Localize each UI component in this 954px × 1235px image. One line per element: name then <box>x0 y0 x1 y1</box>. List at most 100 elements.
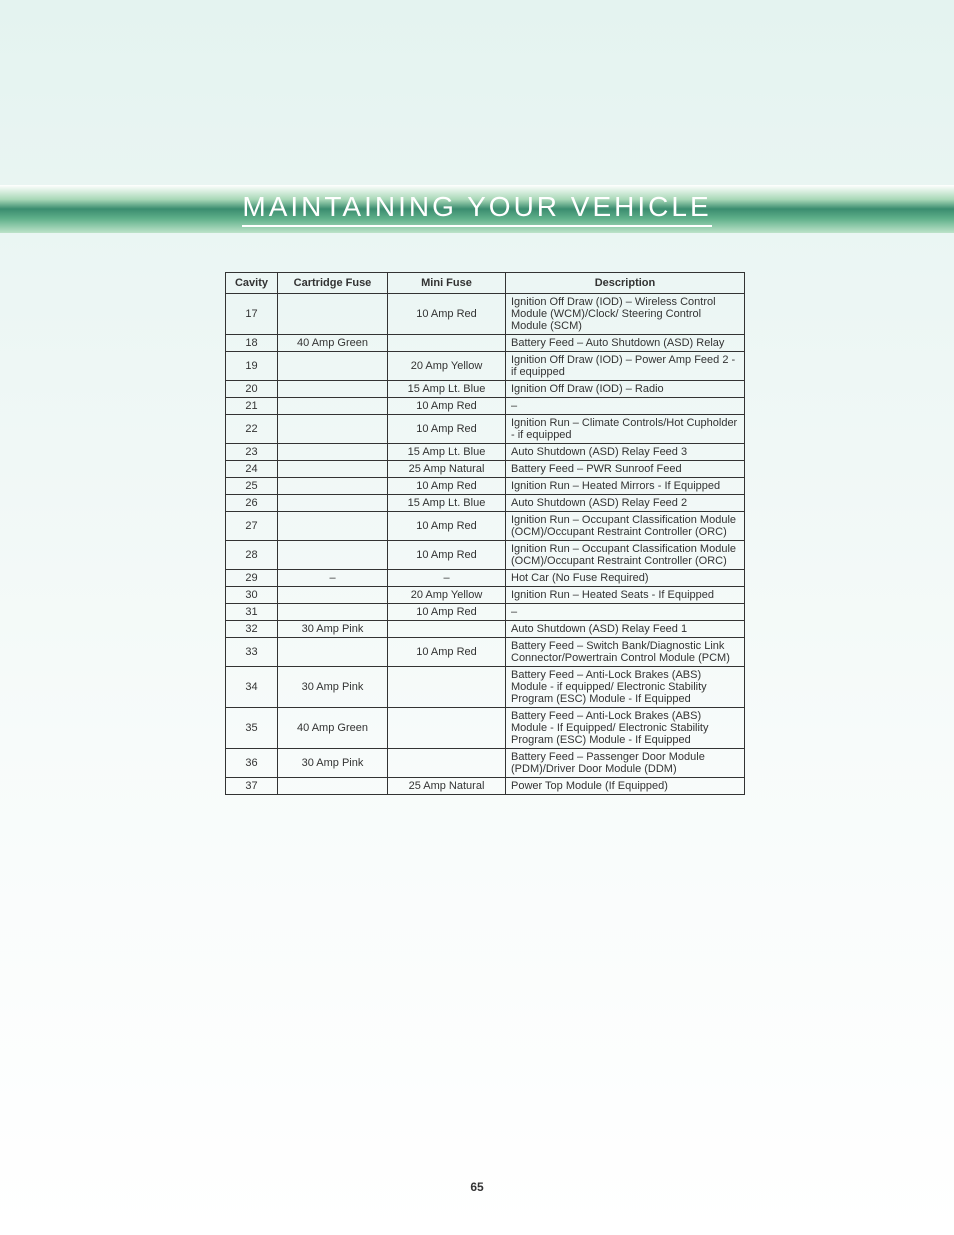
cell-description: Auto Shutdown (ASD) Relay Feed 2 <box>506 495 745 512</box>
col-header-mini: Mini Fuse <box>388 273 506 294</box>
cell-description: Battery Feed – Auto Shutdown (ASD) Relay <box>506 335 745 352</box>
cell-cavity: 35 <box>226 708 278 749</box>
table-row: 17 10 Amp RedIgnition Off Draw (IOD) – Wi… <box>226 294 745 335</box>
cell-cartridge: 30 Amp Pink <box>278 749 388 778</box>
table-row: 24 25 Amp NaturalBattery Feed – PWR Sunro… <box>226 461 745 478</box>
cell-cartridge <box>278 461 388 478</box>
cell-description: Ignition Run – Heated Mirrors - If Equip… <box>506 478 745 495</box>
cell-cartridge: 30 Amp Pink <box>278 621 388 638</box>
cell-cavity: 36 <box>226 749 278 778</box>
cell-description: Ignition Run – Climate Controls/Hot Cuph… <box>506 415 745 444</box>
cell-cartridge <box>278 638 388 667</box>
cell-description: Power Top Module (If Equipped) <box>506 778 745 795</box>
cell-mini: 10 Amp Red <box>388 294 506 335</box>
table-row: 30 20 Amp YellowIgnition Run – Heated Sea… <box>226 587 745 604</box>
cell-cartridge <box>278 541 388 570</box>
cell-mini: 10 Amp Red <box>388 541 506 570</box>
table-row: 3430 Amp Pink Battery Feed – Anti-Lock Br… <box>226 667 745 708</box>
cell-mini: 10 Amp Red <box>388 512 506 541</box>
cell-cavity: 30 <box>226 587 278 604</box>
cell-description: Ignition Off Draw (IOD) – Radio <box>506 381 745 398</box>
cell-cartridge <box>278 512 388 541</box>
table-row: 3540 Amp Green Battery Feed – Anti-Lock B… <box>226 708 745 749</box>
cell-mini <box>388 749 506 778</box>
cell-cartridge <box>278 444 388 461</box>
cell-description: Ignition Off Draw (IOD) – Power Amp Feed… <box>506 352 745 381</box>
cell-cavity: 29 <box>226 570 278 587</box>
table-row: 3630 Amp Pink Battery Feed – Passenger Do… <box>226 749 745 778</box>
col-header-cavity: Cavity <box>226 273 278 294</box>
page-number: 65 <box>0 1180 954 1194</box>
cell-description: Battery Feed – Anti-Lock Brakes (ABS) Mo… <box>506 667 745 708</box>
cell-description: Battery Feed – PWR Sunroof Feed <box>506 461 745 478</box>
cell-mini <box>388 335 506 352</box>
cell-description: – <box>506 604 745 621</box>
cell-cartridge <box>278 495 388 512</box>
cell-cartridge: 40 Amp Green <box>278 335 388 352</box>
cell-cartridge <box>278 415 388 444</box>
cell-description: Ignition Run – Heated Seats - If Equippe… <box>506 587 745 604</box>
cell-cartridge <box>278 778 388 795</box>
cell-cavity: 26 <box>226 495 278 512</box>
cell-cartridge <box>278 398 388 415</box>
cell-cartridge: – <box>278 570 388 587</box>
cell-description: Auto Shutdown (ASD) Relay Feed 1 <box>506 621 745 638</box>
cell-cavity: 22 <box>226 415 278 444</box>
cell-cartridge: 30 Amp Pink <box>278 667 388 708</box>
cell-mini: 10 Amp Red <box>388 415 506 444</box>
table-row: 2510 Amp RedIgnition Run – Heated Mirror… <box>226 478 745 495</box>
section-header-band: MAINTAINING YOUR VEHICLE <box>0 185 954 233</box>
table-row: 2315 Amp Lt. BlueAuto Shutdown (ASD) Rel… <box>226 444 745 461</box>
cell-mini: 20 Amp Yellow <box>388 352 506 381</box>
cell-description: Battery Feed – Passenger Door Module (PD… <box>506 749 745 778</box>
cell-mini: 25 Amp Natural <box>388 461 506 478</box>
cell-cavity: 27 <box>226 512 278 541</box>
cell-cavity: 20 <box>226 381 278 398</box>
table-header-row: Cavity Cartridge Fuse Mini Fuse Descript… <box>226 273 745 294</box>
cell-mini: – <box>388 570 506 587</box>
table-row: 19 20 Amp YellowIgnition Off Draw (IOD) –… <box>226 352 745 381</box>
cell-cavity: 37 <box>226 778 278 795</box>
cell-cavity: 17 <box>226 294 278 335</box>
cell-cavity: 24 <box>226 461 278 478</box>
table-row: 3110 Amp Red– <box>226 604 745 621</box>
cell-mini <box>388 708 506 749</box>
cell-mini <box>388 667 506 708</box>
cell-description: Battery Feed – Switch Bank/Diagnostic Li… <box>506 638 745 667</box>
cell-cavity: 28 <box>226 541 278 570</box>
table-row: 2110 Amp Red– <box>226 398 745 415</box>
cell-mini: 15 Amp Lt. Blue <box>388 495 506 512</box>
cell-description: – <box>506 398 745 415</box>
cell-description: Ignition Run – Occupant Classification M… <box>506 541 745 570</box>
col-header-desc: Description <box>506 273 745 294</box>
cell-mini: 10 Amp Red <box>388 398 506 415</box>
cell-cartridge: 40 Amp Green <box>278 708 388 749</box>
cell-description: Ignition Run – Occupant Classification M… <box>506 512 745 541</box>
cell-description: Hot Car (No Fuse Required) <box>506 570 745 587</box>
cell-description: Auto Shutdown (ASD) Relay Feed 3 <box>506 444 745 461</box>
cell-mini <box>388 621 506 638</box>
section-title: MAINTAINING YOUR VEHICLE <box>242 191 711 227</box>
cell-cavity: 25 <box>226 478 278 495</box>
cell-mini: 15 Amp Lt. Blue <box>388 444 506 461</box>
cell-cavity: 34 <box>226 667 278 708</box>
table-row: 2015 Amp Lt. BlueIgnition Off Draw (IOD)… <box>226 381 745 398</box>
cell-description: Ignition Off Draw (IOD) – Wireless Contr… <box>506 294 745 335</box>
table-row: 3310 Amp RedBattery Feed – Switch Bank/D… <box>226 638 745 667</box>
table-row: 1840 Amp Green Battery Feed – Auto Shutdo… <box>226 335 745 352</box>
cell-cavity: 18 <box>226 335 278 352</box>
cell-cartridge <box>278 294 388 335</box>
cell-description: Battery Feed – Anti-Lock Brakes (ABS) Mo… <box>506 708 745 749</box>
cell-cavity: 19 <box>226 352 278 381</box>
table-row: 27 10 Amp RedIgnition Run – Occupant Clas… <box>226 512 745 541</box>
cell-cavity: 33 <box>226 638 278 667</box>
cell-mini: 20 Amp Yellow <box>388 587 506 604</box>
cell-cavity: 32 <box>226 621 278 638</box>
content-area: Cavity Cartridge Fuse Mini Fuse Descript… <box>225 272 745 795</box>
fuse-table: Cavity Cartridge Fuse Mini Fuse Descript… <box>225 272 745 795</box>
cell-cartridge <box>278 587 388 604</box>
cell-cartridge <box>278 604 388 621</box>
table-row: 22 10 Amp RedIgnition Run – Climate Contr… <box>226 415 745 444</box>
table-row: 26 15 Amp Lt. BlueAuto Shutdown (ASD) Rel… <box>226 495 745 512</box>
col-header-cartridge: Cartridge Fuse <box>278 273 388 294</box>
